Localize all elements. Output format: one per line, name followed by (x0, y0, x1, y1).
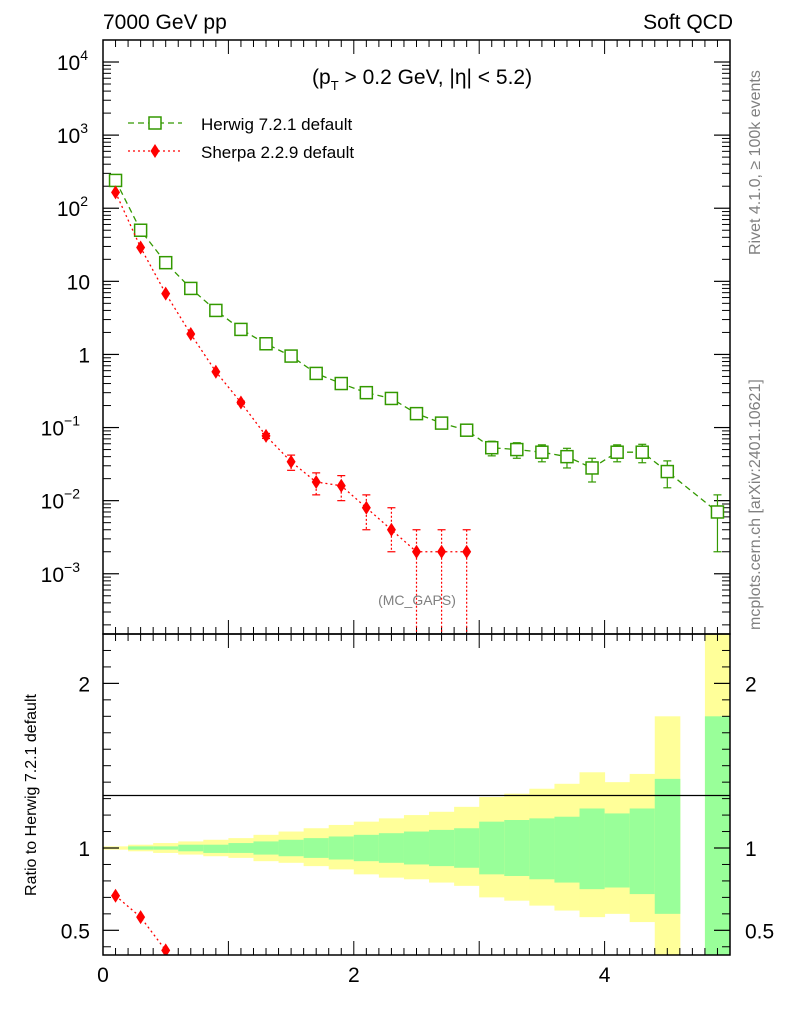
uncertainty-band-inner (403, 831, 430, 865)
uncertainty-band-inner (378, 833, 405, 863)
x-tick-label: 2 (348, 964, 360, 987)
sherpa-ratio-point (111, 888, 121, 903)
legend-label: Sherpa 2.2.9 default (201, 143, 354, 162)
x-tick-label: 0 (97, 964, 109, 987)
herwig-point (510, 442, 524, 457)
uncertainty-band-inner (654, 778, 681, 914)
sherpa-point (412, 544, 421, 559)
y-tick-label: 10 (67, 271, 90, 294)
sherpa-point (161, 286, 171, 301)
sherpa-line (114, 192, 467, 553)
herwig-point (660, 464, 675, 479)
uncertainty-band-inner (178, 844, 204, 852)
herwig-point (234, 322, 248, 337)
energy-label: 7000 GeV pp (103, 11, 227, 34)
uncertainty-band-inner (504, 820, 530, 876)
uncertainty-band-inner (303, 838, 330, 858)
uncertainty-band-inner (604, 813, 631, 888)
source-label: mcplots.cern.ch [arXiv:2401.10621] (747, 379, 764, 630)
sherpa-ratio-point (161, 943, 171, 955)
ratio-y-tick-label-right: 0.5 (745, 920, 774, 943)
ratio-axis-label: Ratio to Herwig 7.2.1 default (23, 694, 40, 896)
ratio-y-tick-label: 0.5 (61, 920, 90, 943)
ratio-panel-frame (102, 633, 731, 956)
herwig-point (710, 505, 725, 519)
uncertainty-band-inner (253, 841, 280, 855)
herwig-point (585, 461, 599, 475)
uncertainty-band-inner (454, 828, 480, 868)
y-tick-label: 10−2 (41, 486, 81, 514)
herwig-point (560, 449, 574, 464)
sherpa-point (336, 478, 346, 493)
herwig-point (334, 376, 349, 391)
herwig-line (114, 180, 718, 513)
sherpa-point (286, 454, 296, 469)
sherpa-point (437, 544, 447, 559)
ratio-y-tick-label: 2 (78, 673, 90, 696)
ratio-y-tick-label-right: 1 (745, 838, 757, 861)
y-tick-label: 103 (57, 120, 88, 148)
y-tick-label: 10−1 (41, 413, 81, 441)
herwig-point (434, 416, 449, 430)
legend-marker-sherpa (150, 144, 160, 158)
uncertainty-band-inner (479, 821, 505, 875)
rivet-version-label: Rivet 4.1.0, ≥ 100k events (747, 70, 764, 255)
herwig-point (359, 385, 374, 400)
herwig-point (459, 423, 474, 437)
herwig-point (259, 337, 273, 351)
herwig-point (484, 440, 499, 455)
uncertainty-band-inner (203, 844, 229, 853)
uncertainty-band-inner (704, 716, 730, 955)
sherpa-ratio-line (115, 895, 167, 951)
herwig-point (133, 223, 148, 237)
sherpa-point (261, 428, 271, 443)
herwig-point (209, 303, 223, 318)
sherpa-point (462, 544, 472, 559)
uncertainty-band-inner (529, 818, 555, 880)
watermark: (MC_GAPS) (378, 592, 456, 608)
uncertainty-band-inner (153, 846, 179, 850)
sherpa-point (111, 185, 121, 200)
uncertainty-band-inner (278, 839, 305, 857)
sherpa-point (311, 474, 321, 489)
y-tick-label: 1 (78, 344, 90, 367)
sherpa-point (211, 364, 221, 379)
uncertainty-band-inner (128, 846, 154, 850)
ratio-y-tick-label: 1 (78, 838, 90, 861)
uncertainty-band-inner (353, 834, 380, 862)
herwig-point (409, 406, 424, 421)
sherpa-point (186, 327, 196, 342)
uncertainty-band-inner (579, 808, 606, 890)
herwig-point (535, 445, 549, 459)
herwig-point (284, 349, 298, 363)
uncertainty-band-inner (328, 836, 355, 860)
ratio-y-tick-label-right: 2 (745, 673, 757, 696)
sherpa-point (136, 240, 146, 255)
uncertainty-band-inner (228, 843, 254, 853)
y-tick-label: 10−3 (41, 559, 81, 587)
herwig-point (158, 255, 173, 270)
herwig-point (309, 366, 323, 381)
herwig-point (610, 445, 624, 459)
herwig-point (184, 281, 198, 296)
y-tick-label: 104 (57, 47, 88, 75)
y-tick-label: 102 (57, 193, 88, 221)
uncertainty-band-inner (429, 829, 455, 867)
sherpa-point (236, 395, 246, 410)
uncertainty-band-inner (554, 816, 581, 883)
herwig-point (384, 391, 399, 406)
herwig-point (635, 445, 649, 459)
legend-label: Herwig 7.2.1 default (201, 115, 352, 134)
sherpa-point (361, 500, 371, 515)
sherpa-ratio-point (136, 910, 146, 925)
category-label: Soft QCD (643, 11, 733, 34)
cut-label: (pT > 0.2 GeV, |η| < 5.2) (312, 66, 532, 93)
legend-marker-herwig (148, 116, 162, 130)
sherpa-point (386, 522, 396, 537)
x-tick-label: 4 (599, 964, 611, 987)
uncertainty-band-inner (629, 808, 656, 895)
herwig-point (108, 173, 123, 188)
